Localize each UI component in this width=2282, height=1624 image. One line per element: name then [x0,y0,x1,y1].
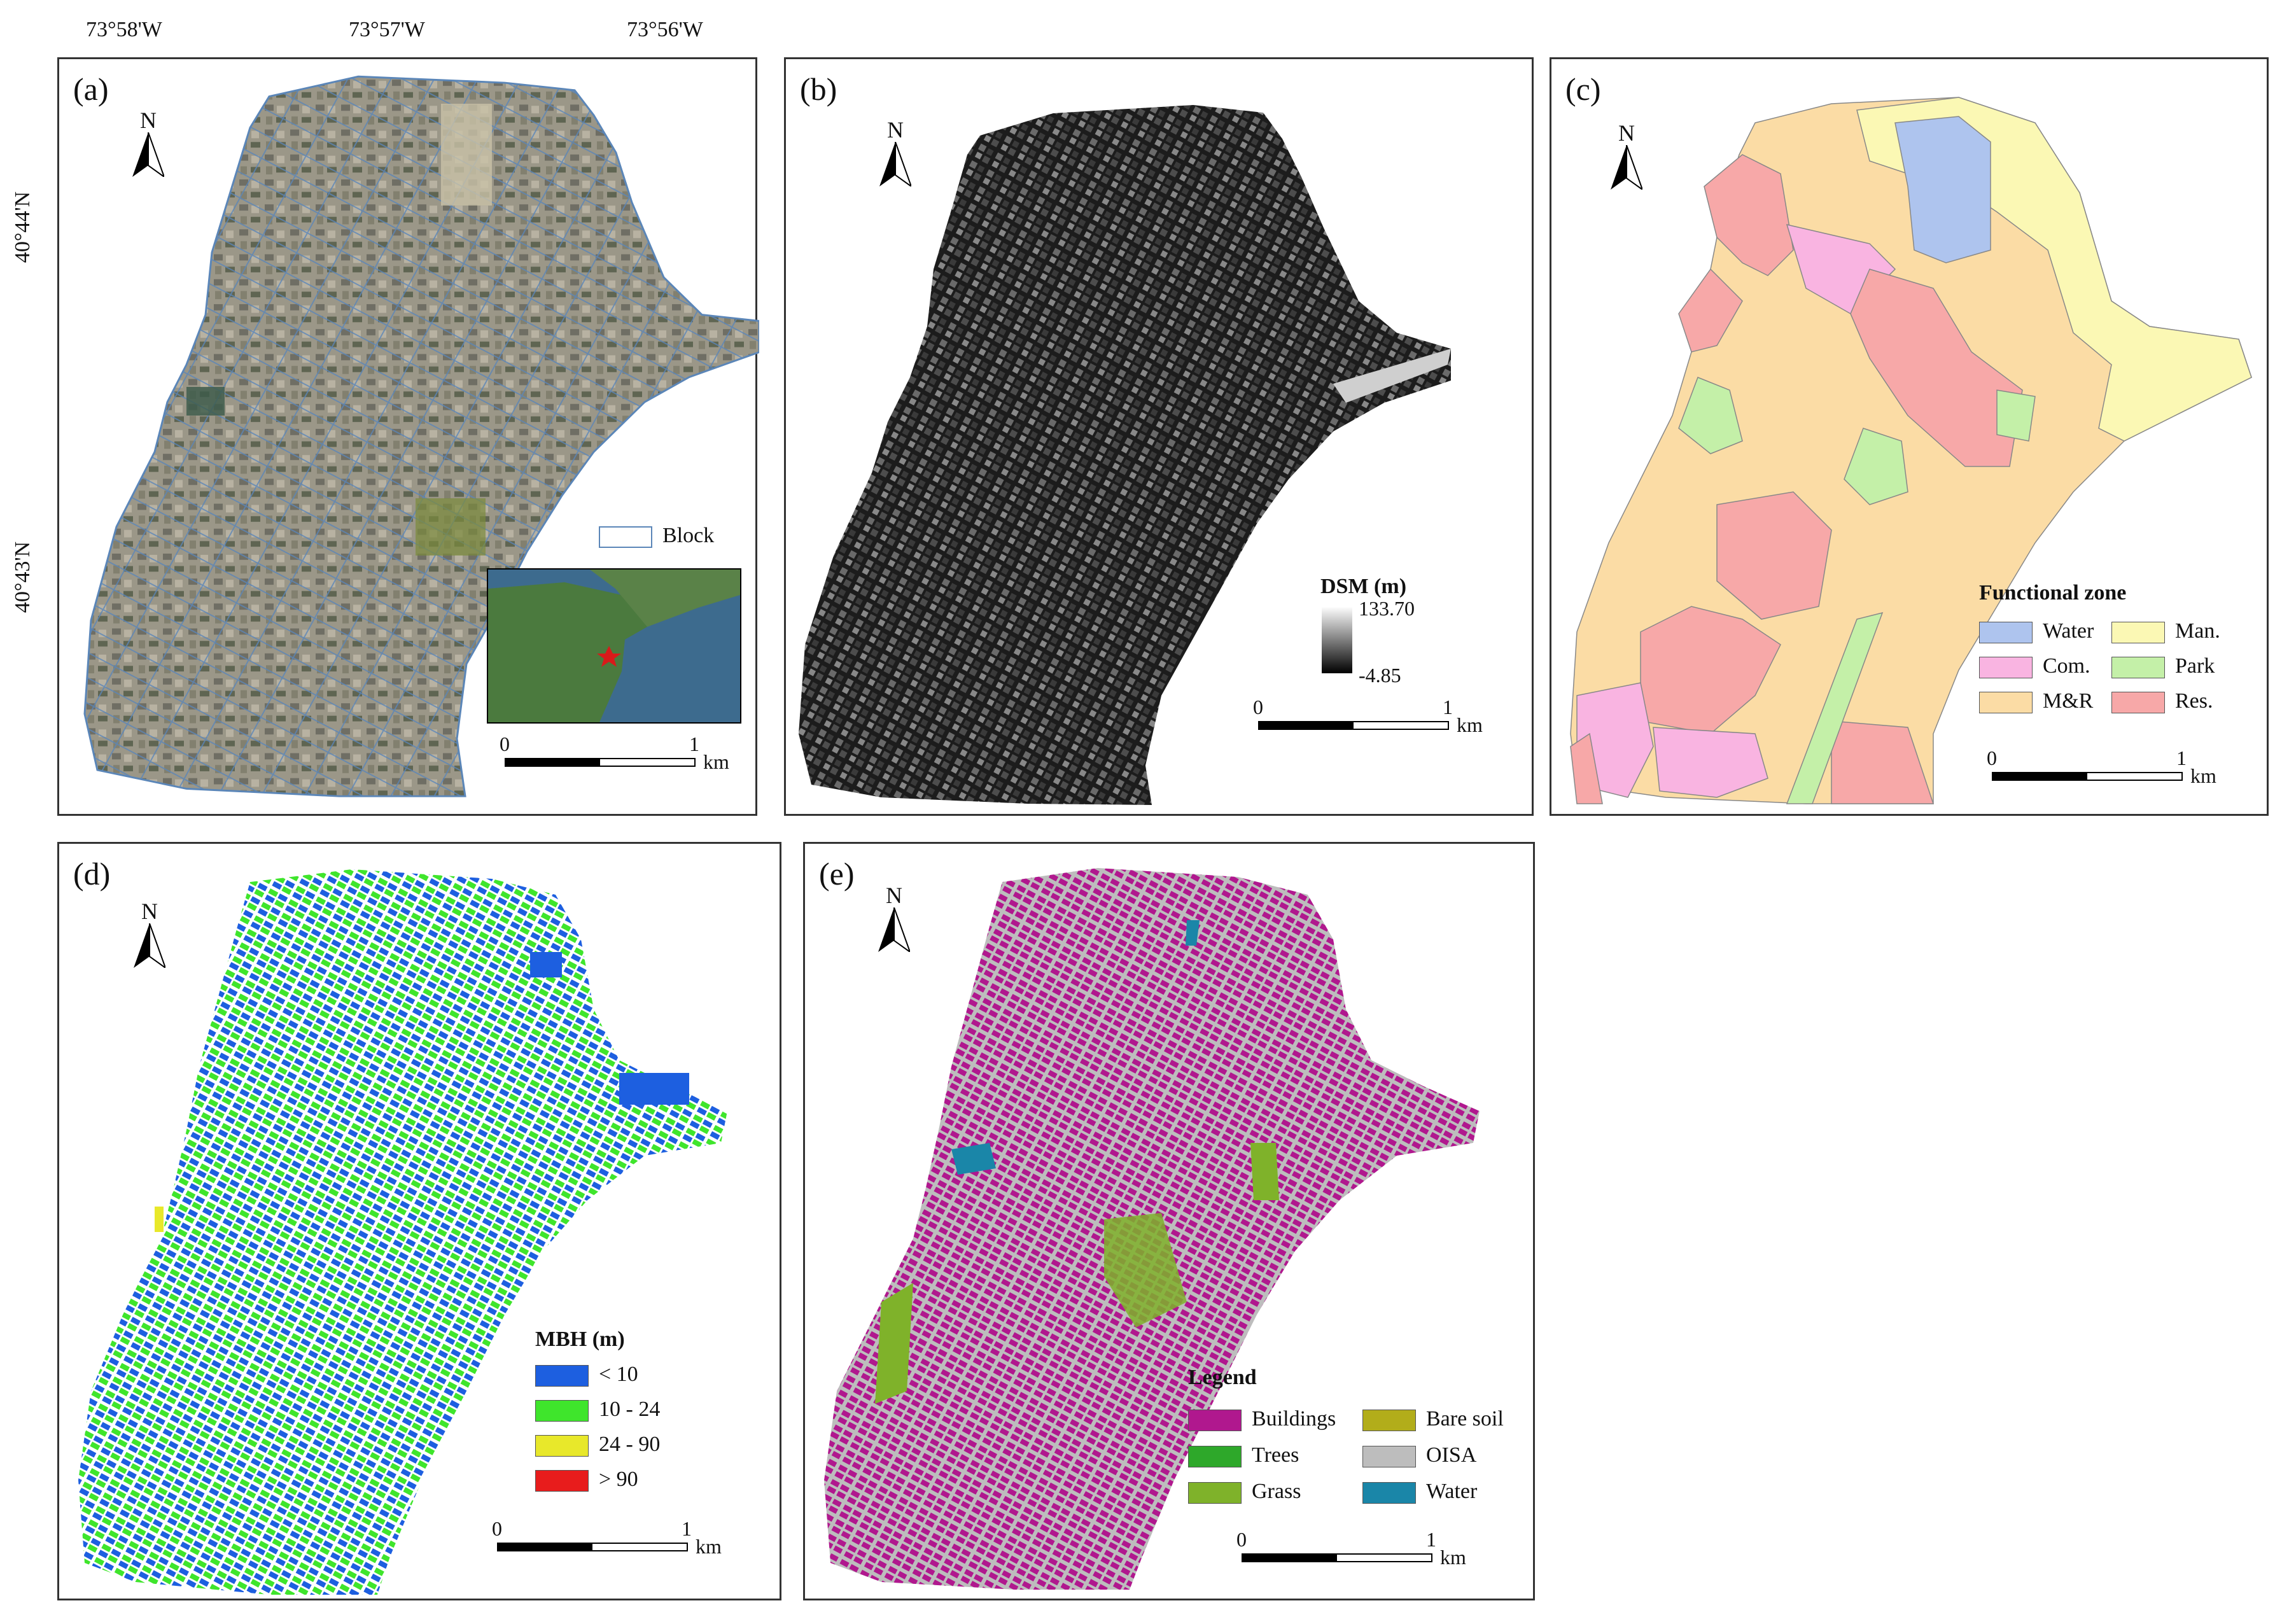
functional-zone-legend-title: Functional zone [1979,581,2127,605]
scale-end: 1 [1443,696,1453,718]
scale-start: 0 [1253,696,1263,718]
scale-end: 1 [2176,746,2187,769]
legend-swatch [2111,622,2165,643]
dsm-max-value: 133.70 [1359,597,1415,620]
legend-label: M&R [2043,689,2094,713]
land-cover-map [824,868,1480,1590]
panel-a: (a) N Block 0 1 km [57,57,759,816]
latitude-label-1: 40°44'N [11,191,35,263]
functional-zone-map [1570,97,2252,804]
scale-start: 0 [1236,1528,1247,1551]
legend-swatch [535,1435,589,1457]
panel-label: (c) [1565,71,1601,107]
dsm-map [799,105,1451,805]
dsm-min-value: -4.85 [1359,664,1401,687]
legend-swatch [535,1400,589,1422]
north-label: N [140,108,157,133]
panel-e: (e) N Legend Buildings Bare soil Trees O… [803,842,1535,1600]
north-arrow-icon [878,907,910,952]
scale-unit: km [696,1535,722,1558]
dsm-gradient-ramp [1322,606,1352,673]
legend-swatch [1979,622,2033,643]
north-arrow: N [875,882,913,952]
legend-label: Water [1426,1480,1478,1503]
panel-d: (d) N MBH (m) < 10 10 - 24 24 - 90 > 90 … [57,842,781,1600]
scale-unit: km [2190,764,2216,787]
legend-label: < 10 [599,1362,638,1386]
scale-bar-graphic [497,1543,688,1551]
north-label: N [886,883,902,908]
north-arrow-icon [134,923,165,968]
scale-start: 0 [492,1517,502,1540]
legend-label: Buildings [1252,1407,1336,1431]
block-legend-label: Block [662,524,715,547]
legend-label: Park [2175,654,2215,678]
scale-unit: km [1457,713,1483,736]
longitude-label-1: 73°58'W [86,18,162,41]
mbh-map [78,869,727,1595]
longitude-label-2: 73°57'W [349,18,425,41]
legend-swatch [1979,657,2033,678]
legend-swatch [1188,1482,1242,1504]
scale-bar-graphic [505,758,696,767]
scale-bar-graphic [1242,1553,1432,1562]
scale-unit: km [703,750,729,773]
legend-label: Water [2043,619,2094,643]
legend-label: Trees [1252,1443,1299,1467]
scale-bar-graphic [1258,721,1449,730]
latitude-label-2: 40°43'N [11,541,35,613]
legend-swatch [2111,692,2165,713]
inset-map-graphic [488,570,740,722]
legend-swatch [1188,1410,1242,1431]
legend-swatch [1979,692,2033,713]
dsm-legend-title: DSM (m) [1320,575,1407,598]
panel-label: (d) [73,856,111,892]
location-inset-map [487,568,741,724]
north-arrow: N [130,898,169,968]
scale-end: 1 [682,1517,692,1540]
panel-b: (b) N DSM (m) 133.70 -4.85 0 1 km [784,57,1534,816]
scale-start: 0 [1987,746,1997,769]
legend-swatch [1362,1410,1416,1431]
legend-label: Res. [2175,689,2213,713]
scale-start: 0 [500,732,510,755]
legend-swatch [2111,657,2165,678]
scale-bar-graphic [1992,772,2183,781]
legend-label: Bare soil [1426,1407,1504,1431]
legend-label: 24 - 90 [599,1432,661,1456]
north-label: N [887,117,904,143]
legend-swatch [1188,1446,1242,1467]
scale-end: 1 [1426,1528,1436,1551]
scale-unit: km [1440,1546,1466,1569]
north-arrow-icon [132,132,164,177]
legend-swatch [1362,1482,1416,1504]
legend-label: OISA [1426,1443,1477,1467]
panel-label: (e) [819,856,855,892]
north-arrow: N [876,116,914,186]
north-label: N [1618,120,1635,146]
satellite-map [83,75,759,797]
legend-label: 10 - 24 [599,1397,661,1421]
mbh-legend-title: MBH (m) [535,1327,625,1351]
north-arrow: N [1607,120,1646,190]
land-cover-legend-title: Legend [1188,1366,1257,1389]
legend-label: Com. [2043,654,2090,678]
north-arrow-icon [879,142,911,186]
longitude-label-3: 73°56'W [627,18,703,41]
scale-end: 1 [689,732,699,755]
block-swatch [599,526,652,548]
panel-label: (b) [800,71,837,107]
legend-swatch [535,1470,589,1492]
north-arrow-icon [1611,145,1642,190]
legend-label: Grass [1252,1480,1301,1503]
north-label: N [141,899,158,924]
legend-swatch [535,1365,589,1387]
north-arrow: N [129,107,167,177]
legend-label: Man. [2175,619,2220,643]
legend-label: > 90 [599,1467,638,1491]
panel-c: (c) N Functional zone Water Man. Com. Pa… [1550,57,2269,816]
panel-label: (a) [73,71,109,107]
legend-swatch [1362,1446,1416,1467]
